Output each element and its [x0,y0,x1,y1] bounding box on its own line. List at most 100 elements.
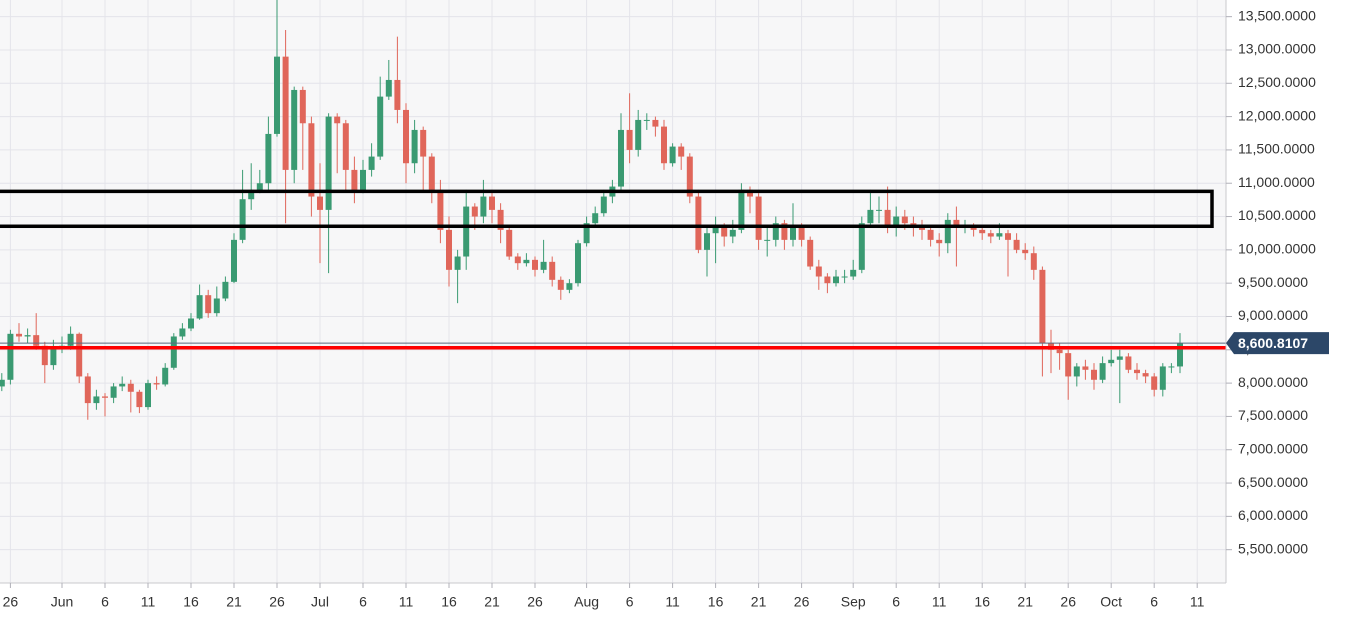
candle-body [661,126,667,164]
candle-body [729,229,736,237]
candle-body [385,79,392,97]
candle-body [308,123,315,197]
candle-body [643,119,650,121]
candle-body [334,116,341,124]
x-tick-label: Sep [841,594,866,610]
candle-body [463,206,470,257]
candle-body [368,156,375,170]
candle-body [833,276,839,284]
y-tick-label: 10,000.0000 [1238,241,1316,257]
y-tick-label: 11,000.0000 [1238,174,1315,190]
candle-body [1177,343,1183,367]
grid [0,0,1226,583]
candle-body [76,333,83,377]
candle-body [1168,366,1175,368]
candle-body [1056,349,1063,354]
candle-body [299,89,306,124]
candle-body [936,239,943,244]
candle-body [437,189,444,230]
candle-body [1125,356,1132,370]
candle-body [626,129,633,150]
last-price-tag [1226,332,1329,355]
x-tick-label: 6 [892,594,900,610]
y-tick-label: 6,500.0000 [1238,474,1308,490]
candle-body [497,209,504,230]
plot-area [0,0,1226,583]
candle-body [170,336,177,368]
candle-body [652,119,659,127]
candle-body [205,295,212,314]
axis-labels: 5,500.0000 6,000.0000 6,500.0000 7,000.0000… [3,7,1329,610]
candle-body [807,239,814,267]
candle-body [514,256,521,264]
candle-body [566,283,573,290]
candle-body [50,346,57,366]
candle-body [540,261,547,270]
zone-rectangle [0,189,1214,229]
candle-body [781,223,788,240]
candle-body [342,123,349,170]
candle-body [33,335,40,346]
y-tick-label: 13,500.0000 [1238,7,1316,23]
candle-body [583,223,590,244]
candle-body [265,133,272,184]
x-tick-label: 11 [399,594,414,610]
x-tick-label: 11 [932,594,947,610]
candle-body [360,169,366,190]
candle-body [953,219,960,227]
x-tick-label: Jul [311,594,329,610]
y-tick-label: 6,000.0000 [1238,507,1308,523]
x-tick-label: 16 [974,594,990,610]
candle-body [291,89,298,170]
candle-body [747,189,753,197]
candle-body [84,376,91,404]
x-tick-label: 26 [1060,594,1076,610]
candle-body [256,183,263,190]
y-tick-label: 7,500.0000 [1238,407,1308,423]
candle-body [239,199,246,240]
x-tick-label: 26 [3,594,19,610]
x-tick-label: Jun [51,594,74,610]
candle-body [428,156,435,190]
candle-body [592,213,599,224]
candle-body [987,233,994,237]
candle-body [1134,369,1140,374]
candle-body [188,318,194,329]
candle-body [231,239,237,282]
candle-body [480,196,487,217]
candle-body [721,226,728,237]
candle-body [764,239,771,241]
y-tick-label: 9,500.0000 [1238,274,1308,290]
x-tick-label: 6 [359,594,367,610]
candle-body [755,196,762,240]
candle-body [248,189,255,200]
candle-body [162,367,169,385]
candle-body [1099,363,1106,380]
candles [0,0,1183,420]
candle-body [575,243,581,284]
candle-body [850,269,857,277]
x-tick-label: 16 [708,594,724,610]
x-tick-label: 11 [141,594,156,610]
candle-body [351,169,358,190]
x-tick-label: 11 [1190,594,1205,610]
x-tick-label: 26 [794,594,810,610]
candle-body [669,146,676,164]
candle-body [523,259,530,264]
candle-body [1108,359,1115,364]
candle-body [798,226,805,240]
candle-body [970,226,977,230]
candle-body [824,276,831,284]
candle-body [704,233,710,250]
candle-body [858,223,865,270]
candle-body [7,333,14,380]
candle-body [532,259,538,270]
candle-body [695,196,702,250]
y-tick-label: 12,000.0000 [1238,107,1316,123]
candle-body [471,206,478,217]
candle-body [1142,373,1149,377]
candle-body [153,383,160,385]
candle-body [102,396,108,398]
y-tick-label: 7,000.0000 [1238,440,1308,456]
